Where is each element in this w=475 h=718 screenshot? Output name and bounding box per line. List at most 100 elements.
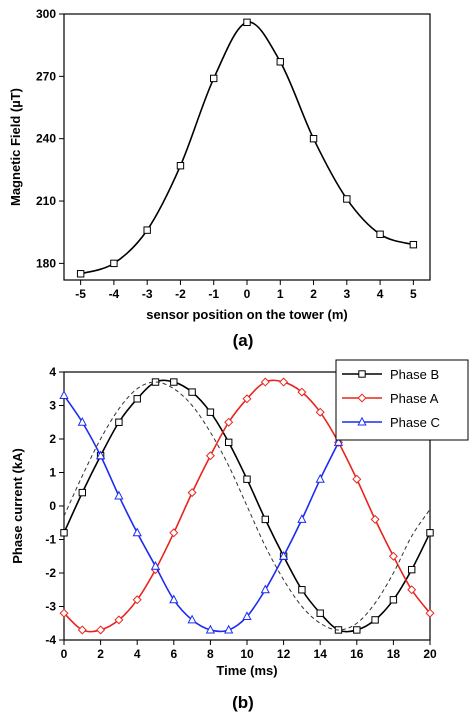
chart-b-data-point: [206, 408, 215, 416]
chart-b-data-point: [388, 551, 398, 561]
chart-b-panel-label: (b): [232, 693, 254, 712]
chart-b-data-point: [352, 474, 362, 484]
legend-label: Phase C: [390, 415, 440, 430]
chart-b-data-point: [115, 418, 123, 426]
chart-b-data-point: [78, 488, 86, 497]
chart-b-data-point: [260, 584, 270, 594]
chart-b-data-point: [353, 626, 361, 634]
chart-b-data-point: [150, 561, 161, 570]
chart-b-data-point: [315, 407, 325, 417]
chart-b-data-point: [132, 595, 142, 605]
chart-b-data-point: [224, 624, 234, 634]
chart-b-xtick-label: 0: [61, 647, 68, 661]
chart-b-data-point: [224, 417, 234, 427]
chart-b-data-point: [95, 450, 106, 460]
chart-b-data-point: [297, 387, 307, 397]
chart-a-xtick-label: -2: [175, 287, 186, 301]
chart-b-data-point: [205, 624, 216, 634]
chart-b-data-point: [426, 529, 434, 537]
chart-b-data-point: [133, 395, 141, 403]
chart-b-data-point: [77, 625, 87, 635]
chart-a-data-point: [309, 134, 318, 143]
chart-b-xtick-label: 2: [97, 647, 104, 661]
chart-a-xtick-label: 3: [343, 287, 350, 301]
chart-a-series-line: [80, 21, 414, 275]
chart-a-xtick-label: 1: [277, 287, 284, 301]
chart-b-ytick-label: -1: [45, 533, 56, 547]
chart-a-ytick-label: 210: [36, 194, 56, 208]
chart-a-data-point: [276, 58, 284, 66]
chart-b-ytick-label: 0: [49, 499, 56, 513]
chart-a-data-point: [176, 162, 185, 170]
legend-label: Phase B: [390, 367, 439, 382]
chart-b-data-point: [408, 565, 416, 574]
chart-b-data-point: [279, 377, 289, 387]
chart-b-data-point: [315, 473, 325, 483]
chart-a-ytick-label: 240: [36, 132, 56, 146]
chart-b-ytick-label: 1: [49, 466, 56, 480]
chart-b-ytick-label: 4: [49, 365, 56, 379]
chart-b-data-point: [114, 615, 124, 625]
chart-b-data-point: [225, 438, 233, 447]
chart-a-xtick-label: 2: [310, 287, 317, 301]
chart-b-ytick-label: -2: [45, 566, 56, 580]
chart-b-xtick-label: 16: [350, 647, 364, 661]
chart-a-xtick-label: -5: [75, 287, 86, 301]
chart-b-xlabel: Time (ms): [216, 663, 277, 678]
chart-b-xtick-label: 6: [170, 647, 177, 661]
chart-b-data-point: [278, 550, 289, 560]
chart-b-xtick-label: 4: [134, 647, 141, 661]
chart-a-data-point: [110, 259, 118, 268]
chart-a-xlabel: sensor position on the tower (m): [146, 307, 348, 322]
chart-a-data-point: [210, 74, 218, 83]
chart-b-legend: Phase B Phase A Phase C: [335, 359, 469, 441]
chart-b-series-line: [63, 394, 340, 633]
chart-b-xtick-label: 8: [207, 647, 214, 661]
chart-b-xtick-label: 20: [423, 647, 437, 661]
chart-b-data-point: [187, 614, 197, 624]
chart-b-data-point: [242, 611, 252, 621]
chart-b-ytick-label: 3: [49, 399, 56, 413]
chart-b-series: [59, 377, 435, 635]
chart-b-ytick-label: -3: [45, 600, 56, 614]
legend-marker: [358, 370, 366, 378]
chart-b-xtick-label: 14: [314, 647, 328, 661]
chart-a-xtick-label: -3: [142, 287, 153, 301]
chart-b-data-point: [333, 437, 344, 446]
chart-b-data-point: [77, 416, 87, 426]
chart-a-data-point: [376, 230, 384, 238]
chart-b-data-point: [59, 390, 69, 399]
chart-a-ticks: -5 -4 -3 -2 -1 0 1 2 3 4 5 180 210 240 270 300: [36, 7, 417, 301]
chart-a-series: [76, 18, 418, 278]
chart-b-data-point: [205, 451, 215, 461]
chart-b-data-point: [316, 609, 324, 617]
chart-b-data-point: [425, 608, 435, 618]
chart-a-ytick-label: 270: [36, 69, 56, 83]
chart-b-data-point: [188, 388, 196, 396]
chart-a-data-point: [243, 18, 251, 27]
chart-b-data-point: [60, 529, 68, 537]
chart-b-xtick-label: 10: [240, 647, 254, 661]
legend-marker: [357, 416, 367, 426]
chart-a-ytick-label: 180: [36, 256, 56, 270]
chart-a-xtick-label: -4: [109, 287, 120, 301]
chart-a-xtick-label: 0: [244, 287, 251, 301]
chart-b-data-point: [298, 586, 306, 594]
chart-a-panel-label: (a): [233, 331, 254, 350]
chart-b-data-point: [297, 514, 307, 523]
chart-b-data-point: [169, 594, 179, 604]
chart-b-data-point: [96, 625, 106, 635]
chart-b-data-point: [261, 515, 270, 524]
legend-marker: [357, 393, 367, 403]
chart-b-data-point: [169, 528, 179, 538]
chart-a-data-point: [76, 270, 85, 278]
legend-label: Phase A: [390, 391, 439, 406]
chart-b-data-point: [371, 616, 379, 624]
chart-a-data-point: [409, 240, 418, 249]
chart-a-ytick-label: 300: [36, 7, 56, 21]
chart-b-data-point: [132, 527, 142, 537]
chart-b-data-point: [389, 596, 398, 604]
chart-b-ytick-label: 2: [49, 432, 56, 446]
